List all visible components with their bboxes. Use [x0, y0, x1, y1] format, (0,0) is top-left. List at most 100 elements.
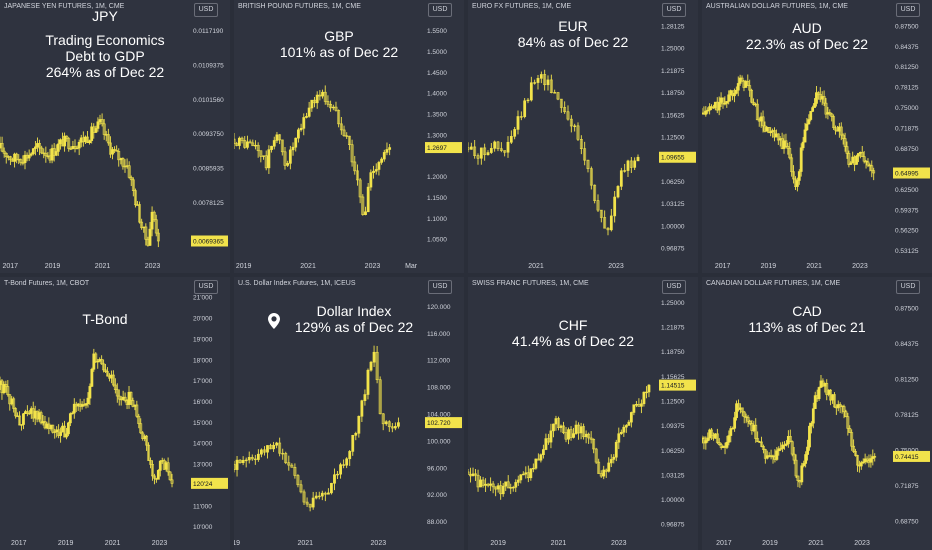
- candle-body: [614, 441, 618, 458]
- annotation-line: [25, 24, 185, 32]
- candle-body: [845, 146, 849, 154]
- candle-body: [624, 425, 628, 428]
- chart-panel-6[interactable]: 120.000 116.000 112.000 108.000 104.000 100.0…: [234, 277, 464, 550]
- candle-body: [549, 79, 553, 94]
- candle-body: [281, 452, 285, 455]
- annotation-line: CHF: [558, 317, 588, 333]
- candle-body: [552, 423, 555, 432]
- candle-body: [378, 379, 382, 415]
- candle-body: [109, 142, 112, 155]
- candle-body: [746, 416, 750, 422]
- candle-body: [474, 473, 477, 476]
- candle-body: [733, 93, 736, 97]
- currency-button[interactable]: USD: [662, 280, 686, 294]
- candle-body: [115, 389, 119, 397]
- candle-body: [813, 103, 816, 108]
- candle-body: [809, 111, 813, 120]
- y-tick-label: 19'000: [193, 336, 213, 343]
- candle-body: [381, 413, 385, 425]
- candle-body: [533, 82, 537, 84]
- last-price-box: [893, 167, 930, 179]
- candle-body: [504, 481, 508, 487]
- candle-body: [799, 147, 803, 172]
- candle-body: [779, 448, 783, 450]
- candle-body: [562, 425, 565, 433]
- candle-body: [603, 217, 607, 229]
- candle-body: [256, 144, 260, 152]
- x-tick-label: 2023: [852, 263, 868, 270]
- candle-body: [619, 170, 623, 187]
- candle-body: [634, 404, 638, 406]
- chart-panel-3[interactable]: 1.28125 1.25000 1.21875 1.18750 1.15625 1.125…: [468, 0, 698, 273]
- y-tick-label: 1.4000: [427, 91, 447, 98]
- currency-button[interactable]: USD: [428, 280, 452, 294]
- candle-body: [740, 407, 744, 413]
- candle-body: [849, 162, 853, 165]
- candle-body: [100, 359, 104, 365]
- chart-panel-2[interactable]: 1.5500 1.5000 1.4500 1.4000 1.3500 1.3000 1.20…: [234, 0, 464, 273]
- candle-body: [63, 135, 66, 147]
- candle-body: [305, 116, 308, 118]
- chart-panel-5[interactable]: 21'000 20'000 19'000 18'000 17'000 16'000 15'0…: [0, 277, 230, 550]
- currency-button[interactable]: USD: [194, 280, 218, 294]
- candle-body: [131, 179, 135, 191]
- candle-body: [250, 457, 254, 460]
- candle-body: [792, 171, 795, 180]
- candle-body: [20, 424, 23, 426]
- candle-body: [374, 169, 378, 172]
- candle-body: [388, 147, 392, 150]
- chart-svg: 120.000 116.000 112.000 108.000 104.000 100.0…: [234, 304, 462, 547]
- candle-body: [761, 116, 765, 127]
- last-price-box: [659, 151, 696, 163]
- candle-body: [240, 137, 244, 141]
- candle-body: [869, 458, 873, 463]
- candle-body: [795, 180, 799, 187]
- candle-body: [278, 442, 282, 454]
- annotation-line: Trading Economics: [45, 32, 165, 48]
- currency-button[interactable]: USD: [428, 3, 452, 17]
- x-tick-label: 2021: [808, 540, 824, 547]
- currency-button[interactable]: USD: [194, 3, 218, 17]
- last-price-box: [659, 379, 696, 391]
- candle-body: [731, 428, 735, 430]
- currency-button[interactable]: USD: [662, 3, 686, 17]
- y-tick-label: 1.09375: [661, 423, 685, 430]
- candle-body: [251, 142, 255, 147]
- candle-body: [710, 106, 713, 108]
- candle-body: [790, 157, 794, 173]
- candle-body: [746, 81, 750, 86]
- panel-title: CANADIAN DOLLAR FUTURES, 1M, CME: [706, 280, 841, 287]
- y-tick-label: 0.56250: [895, 228, 919, 235]
- y-tick-label: 15'000: [193, 420, 213, 427]
- chart-panel-1[interactable]: 0.0117190 0.0109375 0.0101560 0.0093750 0.00…: [0, 0, 230, 273]
- candle-body: [846, 416, 850, 429]
- y-tick-label: 116.000: [427, 331, 450, 338]
- candle-body: [632, 404, 636, 413]
- candle-body: [154, 219, 158, 234]
- candle-body: [469, 146, 473, 150]
- candle-body: [873, 456, 877, 458]
- last-price-box: [191, 235, 228, 247]
- x-tick-label: 2023: [854, 540, 870, 547]
- currency-button[interactable]: USD: [896, 3, 920, 17]
- candle-body: [806, 446, 809, 455]
- candle-body: [626, 160, 630, 171]
- y-tick-label: 0.0093750: [193, 131, 224, 138]
- candle-body: [616, 186, 620, 198]
- candle-body: [256, 453, 260, 460]
- candle-body: [516, 116, 520, 130]
- last-price-label: 102.720: [427, 420, 451, 427]
- y-tick-label: 0.81250: [895, 64, 919, 71]
- chart-panel-7[interactable]: 1.25000 1.21875 1.18750 1.15625 1.12500 1.093…: [468, 277, 698, 550]
- currency-button[interactable]: USD: [896, 280, 920, 294]
- chart-panel-4[interactable]: 0.87500 0.84375 0.81250 0.78125 0.75000 0.718…: [702, 0, 932, 273]
- last-price-label: 120'24: [193, 481, 213, 488]
- candle-body: [776, 133, 780, 141]
- y-tick-label: 1.3500: [427, 112, 447, 119]
- chart-svg: 21'000 20'000 19'000 18'000 17'000 16'000 15'0…: [0, 295, 228, 547]
- chart-panel-8[interactable]: 0.87500 0.84375 0.81250 0.78125 0.75000 0.718…: [702, 277, 932, 550]
- candle-body: [291, 146, 295, 151]
- candle-body: [342, 464, 346, 466]
- candle-body: [606, 227, 610, 231]
